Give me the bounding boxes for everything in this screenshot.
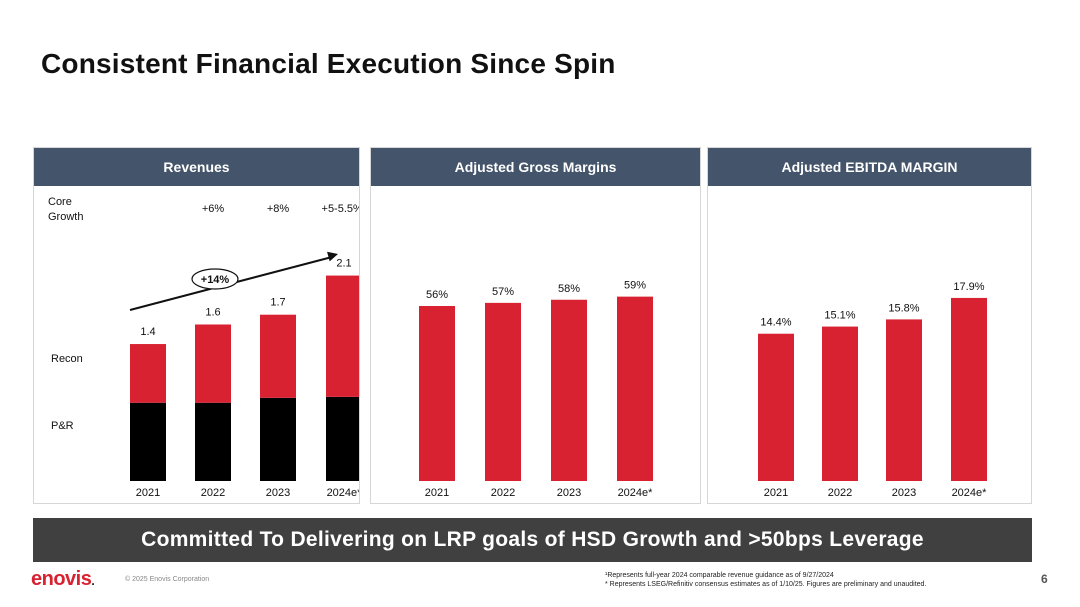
ebitda-margin-panel-header: Adjusted EBITDA MARGIN xyxy=(708,148,1031,186)
bar-2024e* xyxy=(951,297,987,481)
ebitda-margin-panel: Adjusted EBITDA MARGIN 14.4% 2021 15.1% 202… xyxy=(707,147,1032,504)
gross-margin-chart: 56% 2021 57% 2022 58% 2023 59% 2024e* xyxy=(419,280,654,499)
bar-pr-2023 xyxy=(260,397,296,481)
bar-value-label: 15.8% xyxy=(888,302,919,314)
bar-total-label: 2.1 xyxy=(336,258,351,270)
core-growth-value: +8% xyxy=(267,203,290,215)
segment-label-pr: P&R xyxy=(51,420,74,432)
bar-2023 xyxy=(551,299,587,481)
logo-text: enovis xyxy=(31,568,92,590)
gross-margin-panel: Adjusted Gross Margins 56% 2021 57% 2022 58%… xyxy=(370,147,701,504)
core-growth-value: +6% xyxy=(202,203,225,215)
bar-value-label: 15.1% xyxy=(824,310,855,322)
footnotes: ¹Represents full-year 2024 comparable re… xyxy=(605,571,926,589)
x-tick-label: 2023 xyxy=(892,487,916,499)
bar-value-label: 57% xyxy=(492,286,514,298)
bar-2023 xyxy=(886,319,922,481)
x-tick-label: 2022 xyxy=(201,487,225,499)
x-tick-label: 2021 xyxy=(136,487,160,499)
x-tick-label: 2024e* xyxy=(952,487,988,499)
growth-annotation-oval xyxy=(191,268,239,290)
bar-2021 xyxy=(758,333,794,481)
core-growth-label-word: Core xyxy=(48,196,72,208)
logo-dot: . xyxy=(91,574,95,588)
growth-arrow-head xyxy=(327,251,338,262)
bar-total-label: 1.4 xyxy=(140,326,155,338)
copyright-text: © 2025 Enovis Corporation xyxy=(125,576,210,583)
bar-total-label: 1.7 xyxy=(270,297,285,309)
revenues-panel: Revenues Core Growth +6% +8% +5-5.5%¹ Recon P&… xyxy=(33,147,360,504)
bar-value-label: 17.9% xyxy=(953,281,984,293)
bar-total-label: 1.6 xyxy=(205,306,220,318)
x-tick-label: 2021 xyxy=(764,487,788,499)
bar-recon-2021 xyxy=(130,344,166,403)
footnote-2: * Represents LSEG/Refinitiv consensus es… xyxy=(605,581,927,588)
segment-label-recon: Recon xyxy=(51,353,83,365)
ebitda-margin-chart: 14.4% 2021 15.1% 2022 15.8% 2023 17.9% 2024e* xyxy=(758,281,988,499)
page-number: 6 xyxy=(1041,572,1048,586)
bar-recon-2023 xyxy=(260,314,296,398)
core-growth-label: Core Growth xyxy=(48,196,83,223)
gross-margin-panel-header: Adjusted Gross Margins xyxy=(371,148,700,186)
bar-recon-2022 xyxy=(195,324,231,403)
bar-recon-2024e* xyxy=(326,275,359,397)
bar-pr-2021 xyxy=(130,402,166,481)
x-tick-label: 2023 xyxy=(266,487,290,499)
revenues-panel-header: Revenues xyxy=(34,148,359,186)
x-tick-label: 2021 xyxy=(425,487,449,499)
x-tick-label: 2022 xyxy=(491,487,515,499)
bar-value-label: 56% xyxy=(426,289,448,301)
footnote-1: ¹Represents full-year 2024 comparable re… xyxy=(605,572,834,579)
bar-2022 xyxy=(485,302,521,481)
growth-annotation-label: +14% xyxy=(201,274,230,286)
x-tick-label: 2024e* xyxy=(327,487,359,499)
commitment-banner: Committed To Delivering on LRP goals of … xyxy=(33,518,1032,562)
x-tick-label: 2023 xyxy=(557,487,581,499)
bar-pr-2024e* xyxy=(326,396,359,481)
enovis-logo: enovis. xyxy=(31,568,95,591)
bar-value-label: 14.4% xyxy=(760,317,791,329)
bar-2021 xyxy=(419,306,455,481)
bar-2024e* xyxy=(617,296,653,481)
x-tick-label: 2024e* xyxy=(618,487,654,499)
bar-2022 xyxy=(822,326,858,481)
revenues-chart: Core Growth +6% +8% +5-5.5%¹ Recon P&R 1.4 2021 1… xyxy=(48,196,359,499)
bar-pr-2022 xyxy=(195,402,231,481)
core-growth-value: +5-5.5%¹ xyxy=(322,203,359,215)
bar-value-label: 58% xyxy=(558,283,580,295)
core-growth-label-word: Growth xyxy=(48,211,83,223)
x-tick-label: 2022 xyxy=(828,487,852,499)
page-title: Consistent Financial Execution Since Spi… xyxy=(41,48,616,79)
bar-value-label: 59% xyxy=(624,280,646,292)
